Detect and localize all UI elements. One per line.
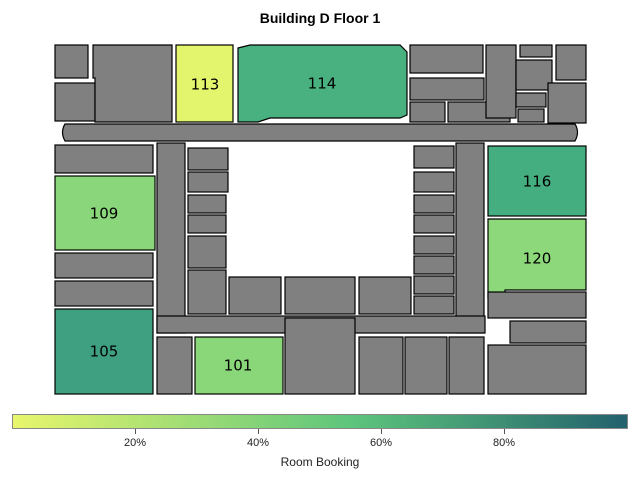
room-label-109: 109 <box>90 205 119 223</box>
color-scale-bar <box>12 414 628 429</box>
room-unlabeled <box>358 336 404 395</box>
room-unlabeled <box>54 82 96 122</box>
room-unlabeled <box>54 252 154 279</box>
room-unlabeled <box>228 276 282 315</box>
room-unlabeled <box>187 235 227 269</box>
room-unlabeled <box>187 214 227 234</box>
room-101[interactable] <box>194 336 284 395</box>
room-unlabeled <box>409 44 484 74</box>
floor-plan: 113 114 116 109 120 105 101 <box>54 44 587 395</box>
room-label-114: 114 <box>308 75 337 93</box>
corridor <box>156 142 186 334</box>
legend-tick <box>258 429 259 434</box>
room-105[interactable] <box>54 308 154 395</box>
room-unlabeled <box>54 280 154 307</box>
room-unlabeled <box>485 44 517 119</box>
room-unlabeled <box>409 77 485 101</box>
room-unlabeled <box>487 291 587 319</box>
room-unlabeled <box>517 108 545 123</box>
room-unlabeled <box>413 194 455 214</box>
room-unlabeled <box>413 235 455 255</box>
legend-tick-label: 80% <box>492 437 516 449</box>
corridor <box>455 142 485 334</box>
room-unlabeled <box>413 145 455 169</box>
room-114[interactable] <box>237 44 408 123</box>
room-unlabeled <box>54 44 89 79</box>
room-109[interactable] <box>54 175 156 251</box>
room-unlabeled <box>413 295 455 315</box>
legend-tick <box>504 429 505 434</box>
room-unlabeled <box>187 171 229 193</box>
room-unlabeled <box>555 44 587 81</box>
room-unlabeled <box>448 336 485 395</box>
room-113[interactable] <box>175 44 234 123</box>
legend-tick <box>381 429 382 434</box>
legend-tick-label: 20% <box>123 437 147 449</box>
legend-tick <box>135 429 136 434</box>
room-116[interactable] <box>487 145 587 217</box>
room-unlabeled <box>413 275 455 295</box>
room-unlabeled <box>54 144 154 174</box>
legend-tick-label: 60% <box>369 437 393 449</box>
room-unlabeled <box>92 44 173 123</box>
room-unlabeled <box>358 276 412 315</box>
room-label-116: 116 <box>523 173 552 191</box>
room-unlabeled <box>515 59 553 91</box>
room-label-105: 105 <box>90 343 119 361</box>
legend-tick-label: 40% <box>246 437 270 449</box>
map-title: Building D Floor 1 <box>259 10 381 26</box>
room-unlabeled <box>487 344 587 395</box>
room-label-113: 113 <box>191 76 220 94</box>
room-unlabeled <box>413 255 455 275</box>
room-unlabeled <box>187 269 227 315</box>
room-unlabeled <box>413 214 455 234</box>
corridor <box>61 123 579 142</box>
room-unlabeled <box>187 194 227 214</box>
room-unlabeled <box>515 92 547 108</box>
room-unlabeled <box>409 101 446 123</box>
room-label-120: 120 <box>523 250 552 268</box>
room-unlabeled <box>404 336 448 395</box>
room-unlabeled <box>519 44 553 58</box>
room-unlabeled <box>413 171 455 193</box>
room-unlabeled <box>547 82 587 124</box>
room-unlabeled <box>156 336 193 395</box>
room-unlabeled <box>284 276 356 315</box>
legend-title: Room Booking <box>280 455 360 469</box>
room-label-101: 101 <box>224 357 253 375</box>
room-unlabeled <box>187 147 229 171</box>
room-unlabeled <box>284 317 356 395</box>
room-unlabeled <box>509 320 587 344</box>
